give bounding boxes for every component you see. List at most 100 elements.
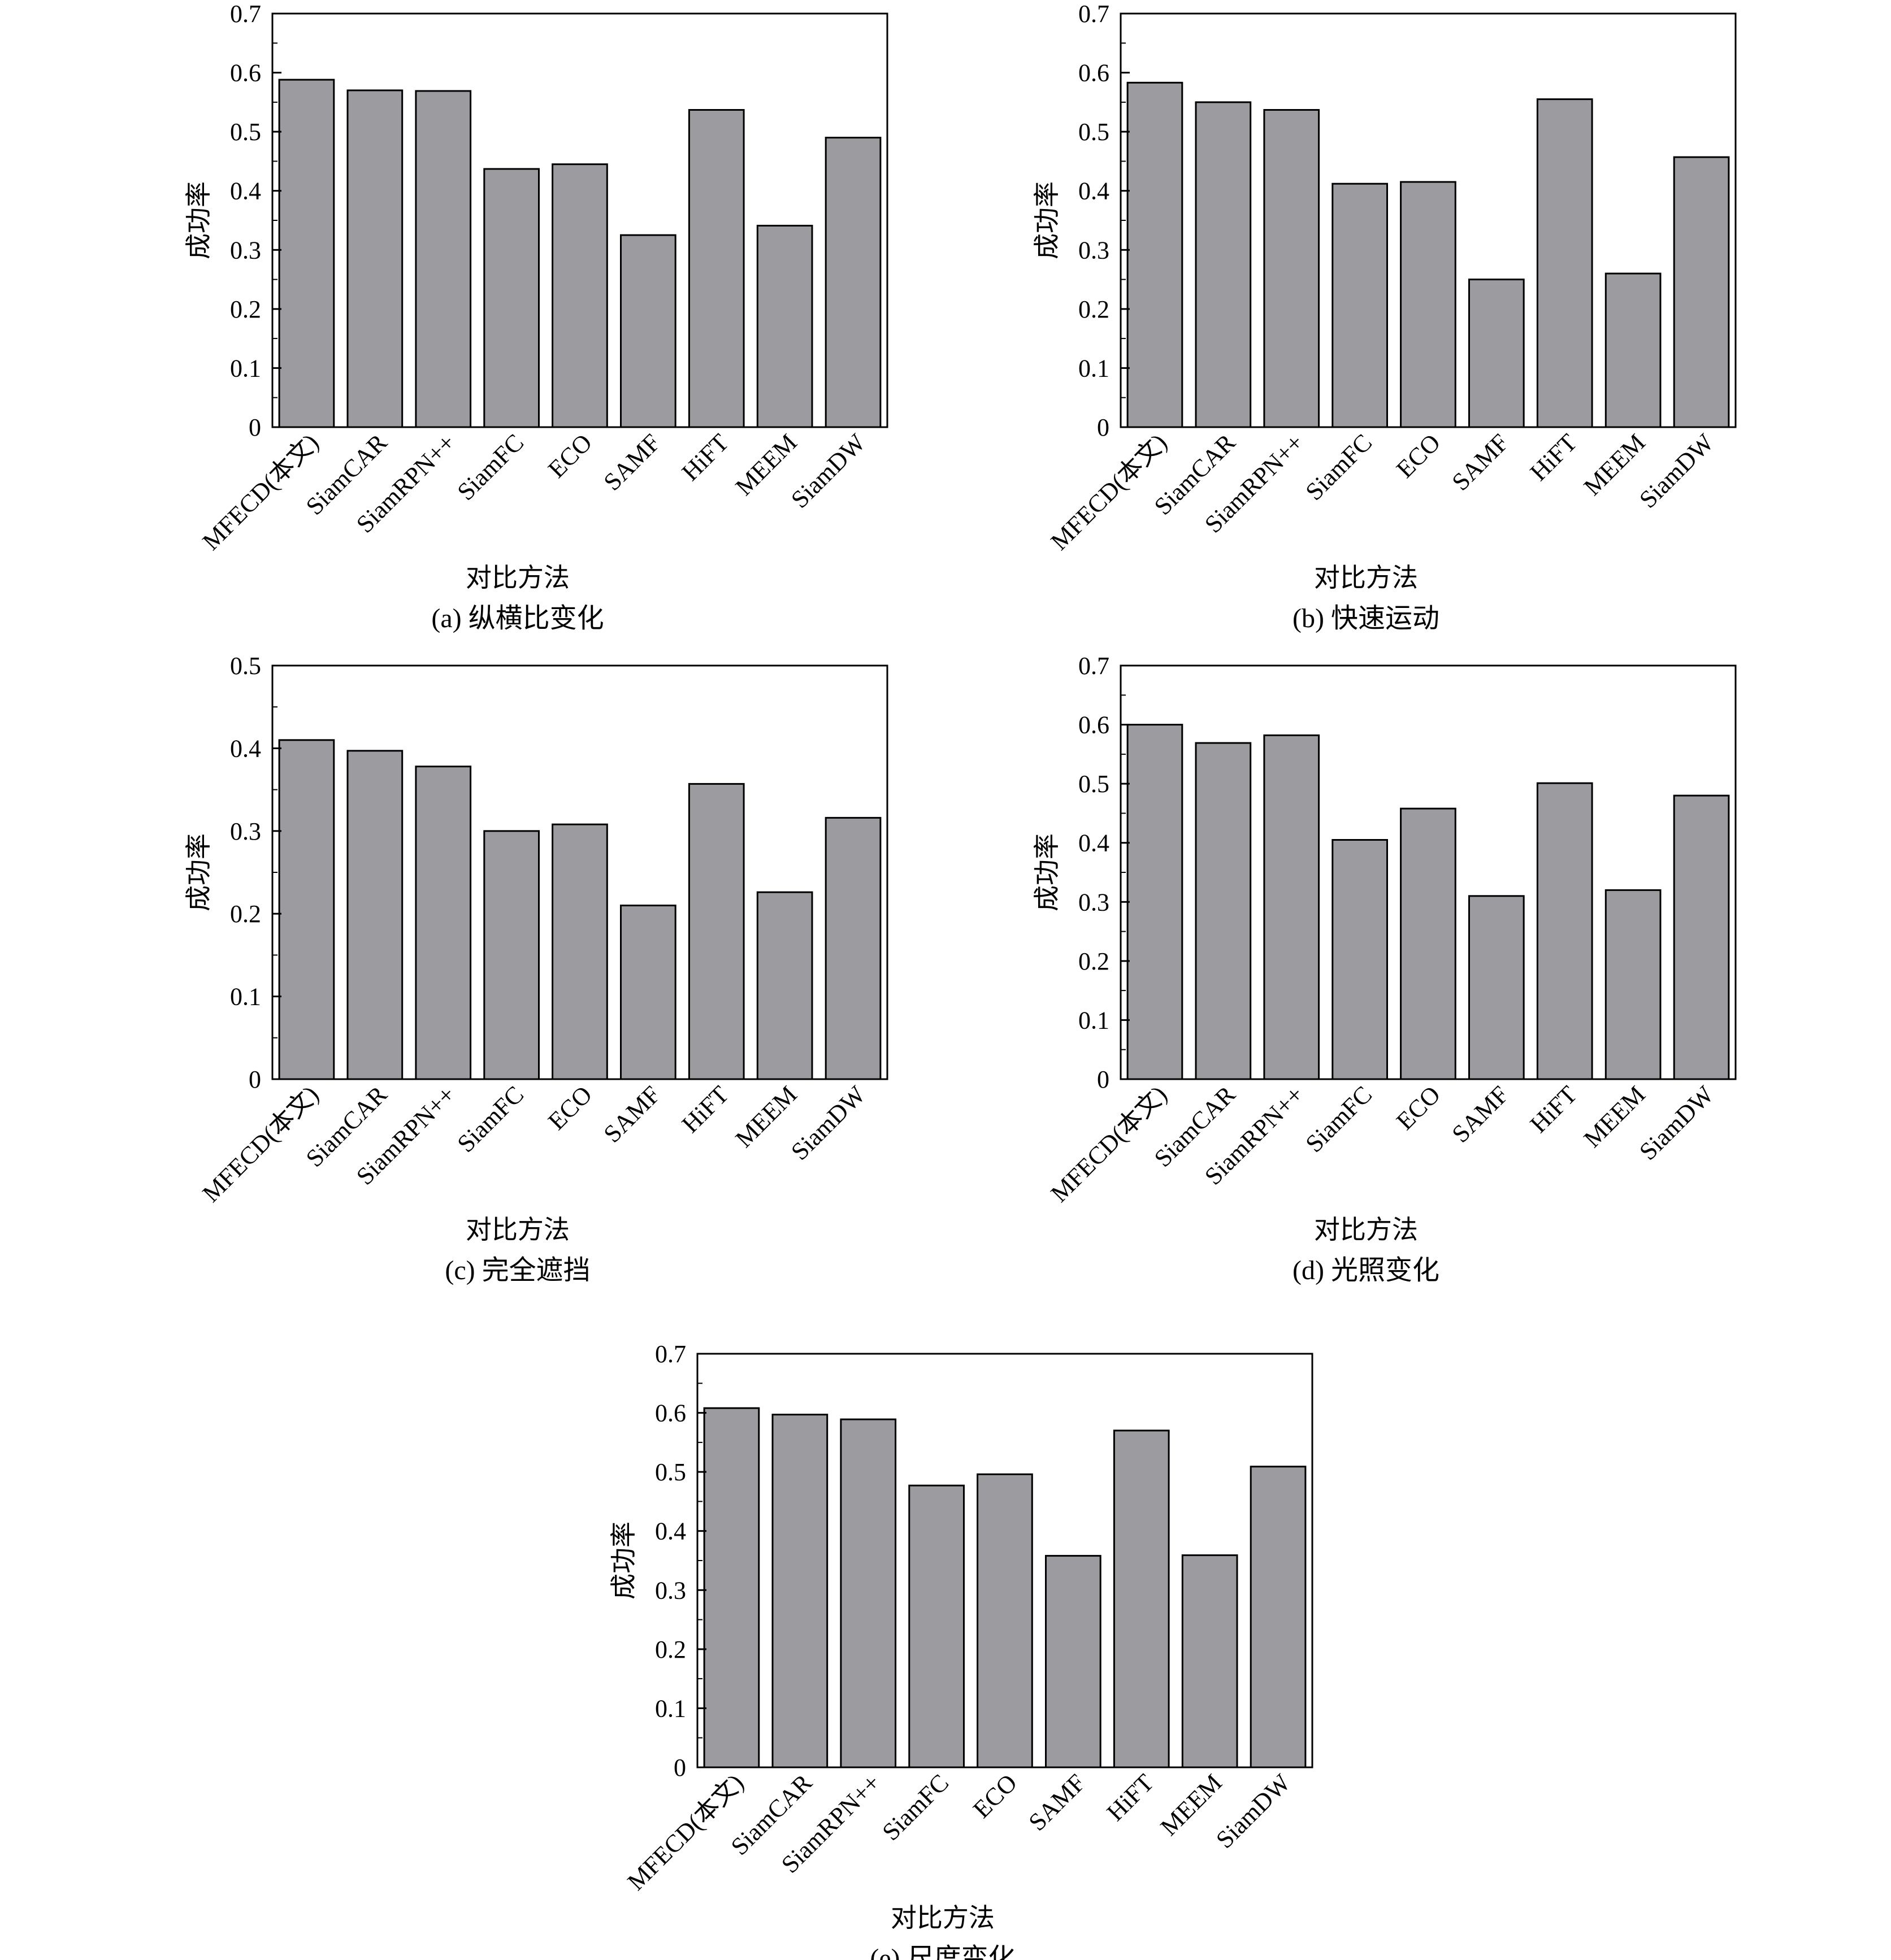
x-tick-label: ECO xyxy=(1391,428,1446,483)
x-tick-label: SAMF xyxy=(1447,428,1514,496)
y-tick-label: 0 xyxy=(674,1754,686,1781)
bar-ECO xyxy=(552,823,608,1080)
x-tick-label: ECO xyxy=(543,1080,597,1135)
y-tick-label: 0.2 xyxy=(230,295,261,323)
y-tick-label: 0.2 xyxy=(655,1636,686,1663)
bar-SiamRPN++ xyxy=(1263,109,1320,428)
y-tick-label: 0.6 xyxy=(230,59,261,87)
y-tick-label: 0 xyxy=(249,414,261,441)
y-tick-label: 0.4 xyxy=(230,735,261,762)
bar-SiamCAR xyxy=(346,750,404,1080)
y-tick-label: 0.7 xyxy=(1078,0,1109,28)
bar-ECO xyxy=(1400,807,1456,1080)
y-tick-label: 0.6 xyxy=(1078,59,1109,87)
x-tick-label: SiamFC xyxy=(452,428,530,506)
x-axis-title: 对比方法 xyxy=(466,563,570,592)
x-tick-label: MFECD(本文) xyxy=(622,1768,749,1896)
bar-HiFT xyxy=(1113,1429,1170,1768)
x-tick-label: HiFT xyxy=(676,1080,734,1138)
panel-caption: (d) 光照变化 xyxy=(1293,1255,1439,1285)
bar-ECO xyxy=(1400,181,1456,428)
chart-d: 00.10.20.30.40.50.60.7MFECD(本文)SiamCARSi… xyxy=(1033,652,1737,1285)
x-tick-label: HiFT xyxy=(1101,1768,1159,1826)
x-tick-label: ECO xyxy=(968,1768,1022,1823)
bar-SiamDW xyxy=(825,816,882,1080)
y-tick-label: 0.1 xyxy=(1078,1006,1109,1034)
x-tick-label: SiamDW xyxy=(786,1080,871,1166)
y-axis-title: 成功率 xyxy=(1033,181,1061,259)
x-tick-label: SiamFC xyxy=(1300,428,1378,506)
y-tick-label: 0.2 xyxy=(1078,295,1109,323)
bar-MEEM xyxy=(756,224,813,428)
y-tick-label: 0.4 xyxy=(655,1518,686,1545)
x-tick-label: SiamFC xyxy=(1300,1080,1378,1158)
bar-ECO xyxy=(552,163,608,428)
x-tick-label: SAMF xyxy=(598,428,666,496)
x-tick-label: MFECD(本文) xyxy=(1046,1080,1173,1207)
x-tick-label: HiFT xyxy=(1525,428,1582,486)
y-tick-label: 0.4 xyxy=(1078,177,1109,205)
y-axis-title: 成功率 xyxy=(184,181,213,259)
bar-SiamDW xyxy=(1250,1466,1307,1768)
y-tick-label: 0.2 xyxy=(1078,948,1109,975)
y-tick-label: 0.5 xyxy=(230,652,261,680)
y-tick-label: 0.7 xyxy=(1078,652,1109,680)
x-tick-label: SAMF xyxy=(1447,1080,1514,1148)
bar-MEEM xyxy=(756,891,813,1080)
x-tick-label: MFECD(本文) xyxy=(1046,428,1173,555)
y-tick-label: 0.3 xyxy=(1078,888,1109,916)
x-tick-label: SiamFC xyxy=(452,1080,530,1158)
chart-b: 00.10.20.30.40.50.60.7MFECD(本文)SiamCARSi… xyxy=(1033,0,1737,633)
bar-HiFT xyxy=(688,783,745,1080)
y-axis-title: 成功率 xyxy=(609,1522,638,1600)
bar-SAMF xyxy=(620,905,676,1080)
x-axis-title: 对比方法 xyxy=(466,1215,570,1244)
y-tick-label: 0.3 xyxy=(230,818,261,845)
x-tick-label: SAMF xyxy=(1023,1768,1091,1836)
x-axis-title: 对比方法 xyxy=(1314,1215,1418,1244)
panel-caption: (a) 纵横比变化 xyxy=(431,603,604,633)
bar-SiamDW xyxy=(1673,794,1730,1080)
x-axis-title: 对比方法 xyxy=(1314,563,1418,592)
x-tick-label: ECO xyxy=(1391,1080,1446,1135)
y-tick-label: 0 xyxy=(1097,414,1109,441)
chart-e: 00.10.20.30.40.50.60.7MFECD(本文)SiamCARSi… xyxy=(609,1340,1313,1960)
bar-MEEM xyxy=(1604,889,1662,1080)
x-tick-label: SAMF xyxy=(598,1080,666,1148)
bar-HiFT xyxy=(688,109,745,428)
y-tick-label: 0.5 xyxy=(655,1458,686,1486)
bar-HiFT xyxy=(1536,782,1593,1080)
x-tick-label: SiamDW xyxy=(1634,428,1719,514)
x-tick-label: SiamDW xyxy=(1211,1768,1296,1854)
x-tick-label: SiamDW xyxy=(786,428,871,514)
bar-SiamRPN++ xyxy=(415,766,472,1080)
y-tick-label: 0.5 xyxy=(230,118,261,146)
bar-SiamRPN++ xyxy=(415,90,472,428)
x-tick-label: SiamDW xyxy=(1634,1080,1719,1166)
bar-SAMF xyxy=(1045,1555,1101,1768)
bar-MFECD(本文) xyxy=(1126,81,1183,428)
y-tick-label: 0.6 xyxy=(655,1400,686,1427)
y-tick-label: 0.7 xyxy=(230,0,261,28)
bar-SiamDW xyxy=(1673,156,1730,428)
bar-SiamRPN++ xyxy=(1263,734,1320,1080)
bar-SiamCAR xyxy=(771,1414,829,1768)
x-tick-label: MFECD(本文) xyxy=(197,428,324,555)
panel-caption: (b) 快速运动 xyxy=(1293,603,1439,633)
bar-SiamCAR xyxy=(346,89,404,428)
bar-SiamFC xyxy=(908,1484,965,1768)
y-tick-label: 0.7 xyxy=(655,1340,686,1368)
x-tick-label: SiamFC xyxy=(877,1768,955,1846)
y-tick-label: 0.1 xyxy=(655,1694,686,1722)
y-tick-label: 0.4 xyxy=(230,177,261,205)
y-axis-title: 成功率 xyxy=(184,833,213,911)
x-tick-label: ECO xyxy=(543,428,597,483)
bar-SiamFC xyxy=(1331,839,1389,1080)
x-tick-label: MFECD(本文) xyxy=(197,1080,324,1207)
panel-caption: (e) 尺度变化 xyxy=(870,1944,1015,1960)
y-tick-label: 0.2 xyxy=(230,900,261,928)
y-tick-label: 0 xyxy=(1097,1066,1109,1093)
y-tick-label: 0.1 xyxy=(230,354,261,382)
x-axis-title: 对比方法 xyxy=(891,1903,995,1932)
